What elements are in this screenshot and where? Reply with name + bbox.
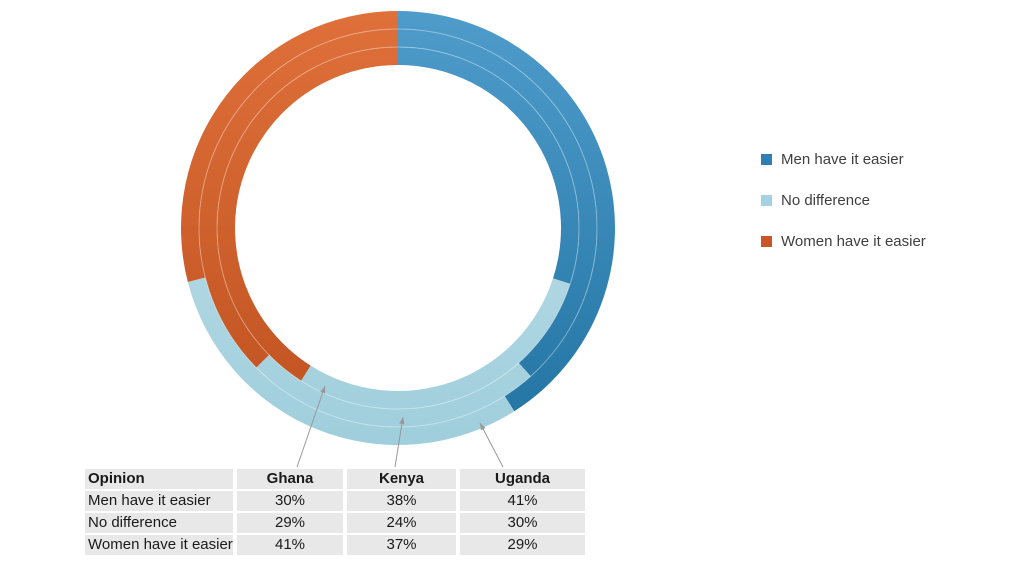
- legend-item: No difference: [761, 189, 926, 211]
- table-cell: 30%: [237, 491, 343, 511]
- legend-swatch-icon: [761, 235, 772, 247]
- table-cell: 38%: [347, 491, 456, 511]
- donut-segment: [398, 11, 615, 412]
- callout-arrow: [296, 385, 326, 468]
- table-header-cell: Kenya: [347, 469, 456, 489]
- table-cell: 24%: [347, 513, 456, 533]
- callout-arrow: [394, 416, 405, 468]
- donut-segment: [199, 28, 398, 368]
- donut-segment: [398, 47, 580, 284]
- table-cell: No difference: [85, 513, 233, 533]
- arrowhead-icon: [320, 386, 326, 394]
- ring-divider: [216, 46, 580, 410]
- arrowhead-icon: [399, 417, 405, 425]
- table-cell: 29%: [460, 535, 585, 555]
- legend-item: Men have it easier: [761, 148, 926, 170]
- table-cell: 29%: [237, 513, 343, 533]
- arrowhead-icon: [480, 423, 486, 431]
- donut-segment: [398, 29, 597, 377]
- table-header-cell: Uganda: [460, 469, 585, 489]
- legend-label: No difference: [781, 191, 870, 209]
- legend-swatch-icon: [761, 194, 772, 206]
- data-table: Opinion Ghana Kenya Uganda Men have it easie…: [85, 469, 585, 555]
- legend-item: Women have it easier: [761, 230, 926, 252]
- table-cell: Men have it easier: [85, 491, 233, 511]
- table-cell: 37%: [347, 535, 456, 555]
- donut-segment: [301, 278, 571, 410]
- chart-legend: Men have it easier No difference Women hav…: [761, 148, 926, 271]
- ring-divider: [198, 28, 598, 428]
- legend-label: Women have it easier: [781, 232, 926, 250]
- table-cell: 41%: [460, 491, 585, 511]
- table-cell: 30%: [460, 513, 585, 533]
- donut-ring-ghana: [216, 47, 580, 410]
- table-header-cell: Opinion: [85, 469, 233, 489]
- donut-segment: [216, 47, 398, 381]
- donut-ring-uganda: [181, 11, 615, 445]
- table-header-cell: Ghana: [237, 469, 343, 489]
- legend-swatch-icon: [761, 153, 772, 165]
- donut-ring-kenya: [199, 28, 597, 427]
- table-cell: 41%: [237, 535, 343, 555]
- callout-arrow: [479, 422, 504, 468]
- table-cell: Women have it easier: [85, 535, 233, 555]
- legend-label: Men have it easier: [781, 150, 904, 168]
- donut-segment: [256, 354, 531, 427]
